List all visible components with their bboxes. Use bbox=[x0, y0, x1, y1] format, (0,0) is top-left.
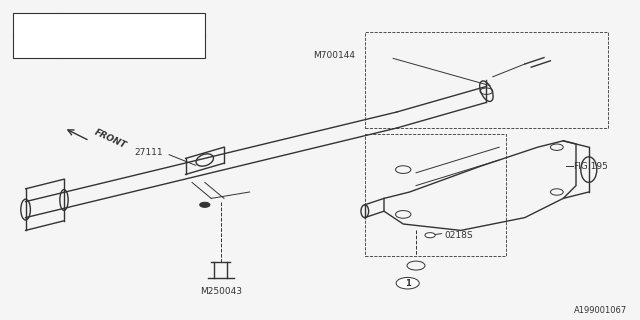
Circle shape bbox=[425, 233, 435, 238]
Text: <'05MY0410-      >: <'05MY0410- > bbox=[106, 42, 178, 51]
Text: M250043: M250043 bbox=[200, 287, 242, 296]
Text: FRONT: FRONT bbox=[93, 128, 127, 150]
Text: i: i bbox=[21, 20, 24, 28]
Circle shape bbox=[396, 277, 419, 289]
Text: FIG.195: FIG.195 bbox=[573, 162, 607, 171]
Circle shape bbox=[200, 202, 210, 207]
Text: P200005: P200005 bbox=[64, 42, 98, 51]
Bar bbox=[13, 13, 205, 58]
Text: A199001067: A199001067 bbox=[574, 306, 627, 315]
Text: (       -'05MY0410>: ( -'05MY0410> bbox=[106, 20, 177, 28]
Text: 0218S: 0218S bbox=[445, 231, 474, 240]
Text: 27111: 27111 bbox=[134, 148, 163, 156]
Text: 0320S: 0320S bbox=[64, 20, 88, 28]
Circle shape bbox=[15, 20, 30, 28]
Text: 1: 1 bbox=[404, 279, 411, 288]
Text: M700144: M700144 bbox=[313, 51, 355, 60]
